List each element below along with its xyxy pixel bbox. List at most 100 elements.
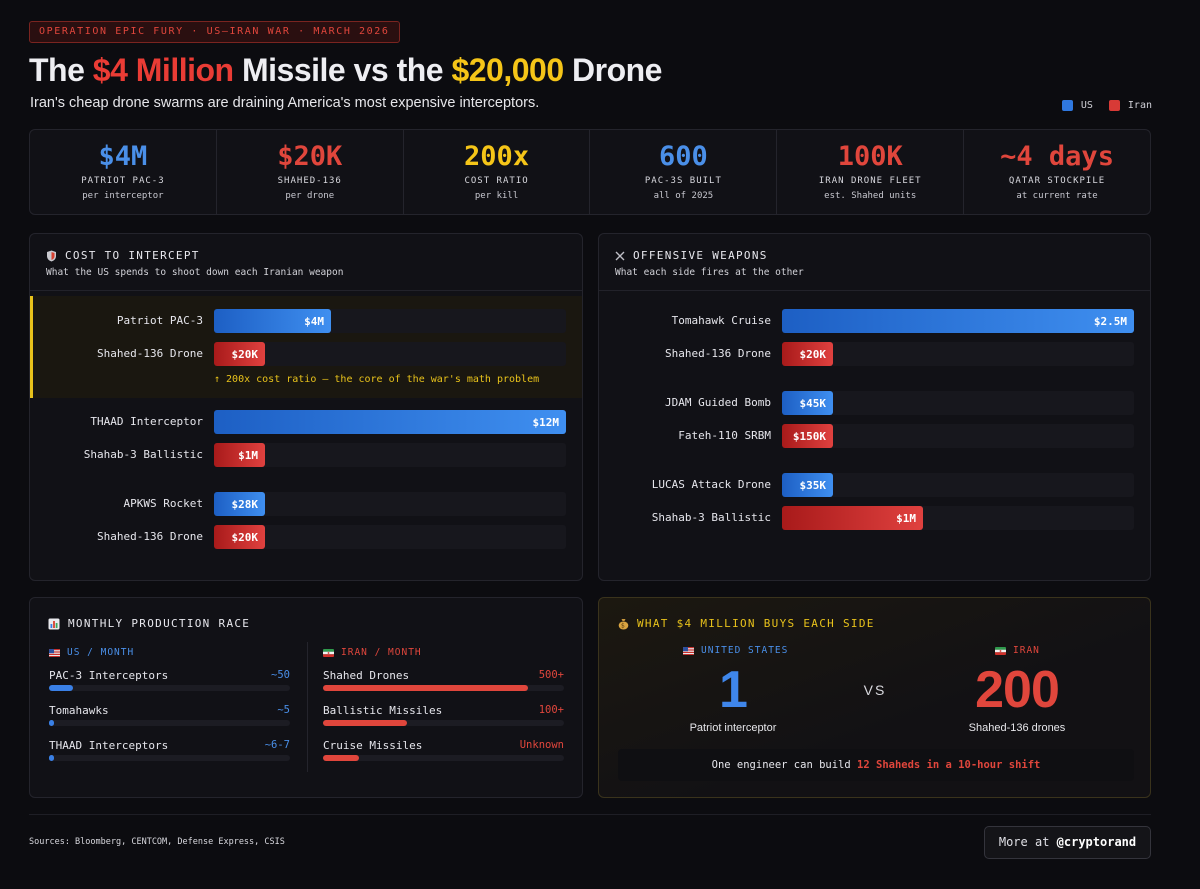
production-bar-fill — [323, 685, 528, 691]
legend-item-iran: Iran — [1108, 100, 1152, 111]
offensive-weapons-panel: OFFENSIVE WEAPONS What each side fires a… — [598, 233, 1151, 581]
us-column-header: US / MONTH — [49, 647, 134, 658]
legend-swatch-us — [1061, 100, 1073, 111]
offensive-row-label: Fateh-110 SRBM — [678, 429, 771, 442]
bar-chart-icon — [48, 618, 60, 629]
production-item-value: ~6-7 — [264, 739, 290, 751]
production-bar-track — [49, 755, 290, 761]
offensive-bar-us: $2.5M — [782, 309, 1134, 333]
stat-label: IRAN DRONE FLEET — [818, 176, 922, 186]
cost-ratio-note: ↑ 200x cost ratio — the core of the war'… — [214, 374, 540, 385]
buys-title: WHAT $4 MILLION BUYS EACH SIDE — [637, 617, 875, 630]
iran-side-header: IRAN — [995, 645, 1040, 656]
intercept-row-label: Shahed-136 Drone — [97, 347, 203, 360]
stat-value: 100K — [837, 141, 903, 172]
production-item-name: PAC-3 Interceptors — [49, 669, 169, 682]
stat-sub: est. Shahed units — [824, 191, 917, 201]
iran-flag-icon — [323, 648, 334, 657]
panel-title: COST TO INTERCEPT — [46, 249, 582, 262]
offensive-bar-us: $35K — [782, 473, 833, 497]
iran-production-row: Cruise Missiles Unknown — [323, 739, 564, 763]
us-column-label: US / MONTH — [67, 647, 135, 658]
sources-text: Sources: Bloomberg, CENTCOM, Defense Exp… — [29, 837, 285, 847]
production-bar-track — [323, 720, 564, 726]
iran-caption: Shahed-136 drones — [968, 722, 1066, 734]
engineer-highlight: 12 Shaheds in a 10-hour shift — [857, 759, 1041, 771]
panel-title: MONTHLY PRODUCTION RACE — [48, 617, 250, 630]
us-count: 1 — [719, 661, 748, 719]
offensive-bar-track: $150K — [782, 424, 1134, 448]
offensive-bar-iran: $20K — [782, 342, 833, 366]
intercept-bar-us: $28K — [214, 492, 265, 516]
stat-value: $20K — [277, 141, 343, 172]
iran-production-row: Ballistic Missiles 100+ — [323, 704, 564, 728]
panel-header: COST TO INTERCEPT What the US spends to … — [30, 234, 582, 291]
iran-production-row: Shahed Drones 500+ — [323, 669, 564, 693]
panel-title: OFFENSIVE WEAPONS — [615, 249, 1150, 262]
offensive-row-label: Shahed-136 Drone — [665, 347, 771, 360]
panel-header: OFFENSIVE WEAPONS What each side fires a… — [599, 234, 1150, 291]
offensive-row-label: JDAM Guided Bomb — [665, 396, 771, 409]
production-item-name: Tomahawks — [49, 704, 109, 717]
offensive-row-label: LUCAS Attack Drone — [651, 478, 771, 491]
production-item-value: Unknown — [519, 739, 564, 751]
production-bar-fill — [49, 685, 73, 691]
intercept-bar-iran: $20K — [214, 525, 265, 549]
offensive-row-label: Shahab-3 Ballistic — [651, 511, 771, 524]
intercept-bar-iran: $20K — [214, 342, 265, 366]
more-link-button[interactable]: More at @cryptorand — [984, 826, 1151, 859]
production-bar-fill — [49, 755, 54, 761]
stat-label: SHAHED-136 — [277, 176, 342, 186]
intercept-row-label: THAAD Interceptor — [90, 415, 203, 428]
production-bar-fill — [323, 755, 359, 761]
legend-label-us: US — [1080, 100, 1093, 111]
offensive-bar-track: $1M — [782, 506, 1134, 530]
legend-label-iran: Iran — [1127, 100, 1152, 111]
production-item-name: Cruise Missiles — [323, 739, 423, 752]
vs-label: VS — [863, 682, 887, 698]
production-item-value: ~50 — [271, 669, 290, 681]
us-caption: Patriot interceptor — [689, 722, 777, 734]
offensive-bar-track: $2.5M — [782, 309, 1134, 333]
intercept-bar-track: $28K — [214, 492, 566, 516]
page-subtitle: Iran's cheap drone swarms are draining A… — [30, 95, 540, 111]
crossed-swords-icon — [615, 251, 625, 260]
intercept-bar-us: $12M — [214, 410, 566, 434]
intercept-bar-track: $12M — [214, 410, 566, 434]
money-bag-icon: $ — [618, 618, 629, 629]
legend-swatch-iran — [1108, 100, 1120, 111]
production-race-panel: MONTHLY PRODUCTION RACE US / MONTH IRAN … — [29, 597, 583, 798]
iran-count: 200 — [975, 661, 1060, 719]
production-item-name: THAAD Interceptors — [49, 739, 169, 752]
title-missile-price: $4 Million — [92, 52, 234, 88]
intercept-row-label: Patriot PAC-3 — [116, 314, 203, 327]
stat-label: COST RATIO — [464, 176, 529, 186]
production-item-value: ~5 — [277, 704, 290, 716]
iran-flag-icon — [995, 646, 1006, 655]
buys-comparison-panel: $ WHAT $4 MILLION BUYS EACH SIDE UNITED … — [598, 597, 1151, 798]
us-production-row: THAAD Interceptors ~6-7 — [49, 739, 290, 763]
us-production-row: PAC-3 Interceptors ~50 — [49, 669, 290, 693]
stat-label: PATRIOT PAC-3 — [81, 176, 165, 186]
intercept-bar-track: $1M — [214, 443, 566, 467]
stats-strip: $4M PATRIOT PAC-3 per interceptor $20K S… — [29, 129, 1151, 215]
us-flag-icon — [683, 646, 694, 655]
intercept-bar-track: $4M — [214, 309, 566, 333]
production-item-value: 100+ — [538, 704, 564, 716]
engineer-text: One engineer can build — [711, 759, 858, 771]
offensive-subtitle: What each side fires at the other — [615, 267, 804, 278]
stat-sub: per kill — [474, 191, 519, 201]
intercept-subtitle: What the US spends to shoot down each Ir… — [46, 267, 344, 278]
panel-title: $ WHAT $4 MILLION BUYS EACH SIDE — [618, 617, 875, 630]
production-item-value: 500+ — [538, 669, 564, 681]
iran-side-label: IRAN — [1013, 645, 1040, 656]
us-production-row: Tomahawks ~5 — [49, 704, 290, 728]
stat-value: 200x — [464, 141, 530, 172]
column-divider — [307, 642, 308, 772]
offensive-bar-iran: $150K — [782, 424, 833, 448]
title-mid: Missile vs the — [233, 52, 452, 88]
stat-card: ~4 days QATAR STOCKPILE at current rate — [964, 130, 1150, 214]
intercept-row-label: Shahab-3 Ballistic — [83, 448, 203, 461]
intercept-row-label: Shahed-136 Drone — [97, 530, 203, 543]
engineer-callout: One engineer can build 12 Shaheds in a 1… — [618, 749, 1134, 781]
